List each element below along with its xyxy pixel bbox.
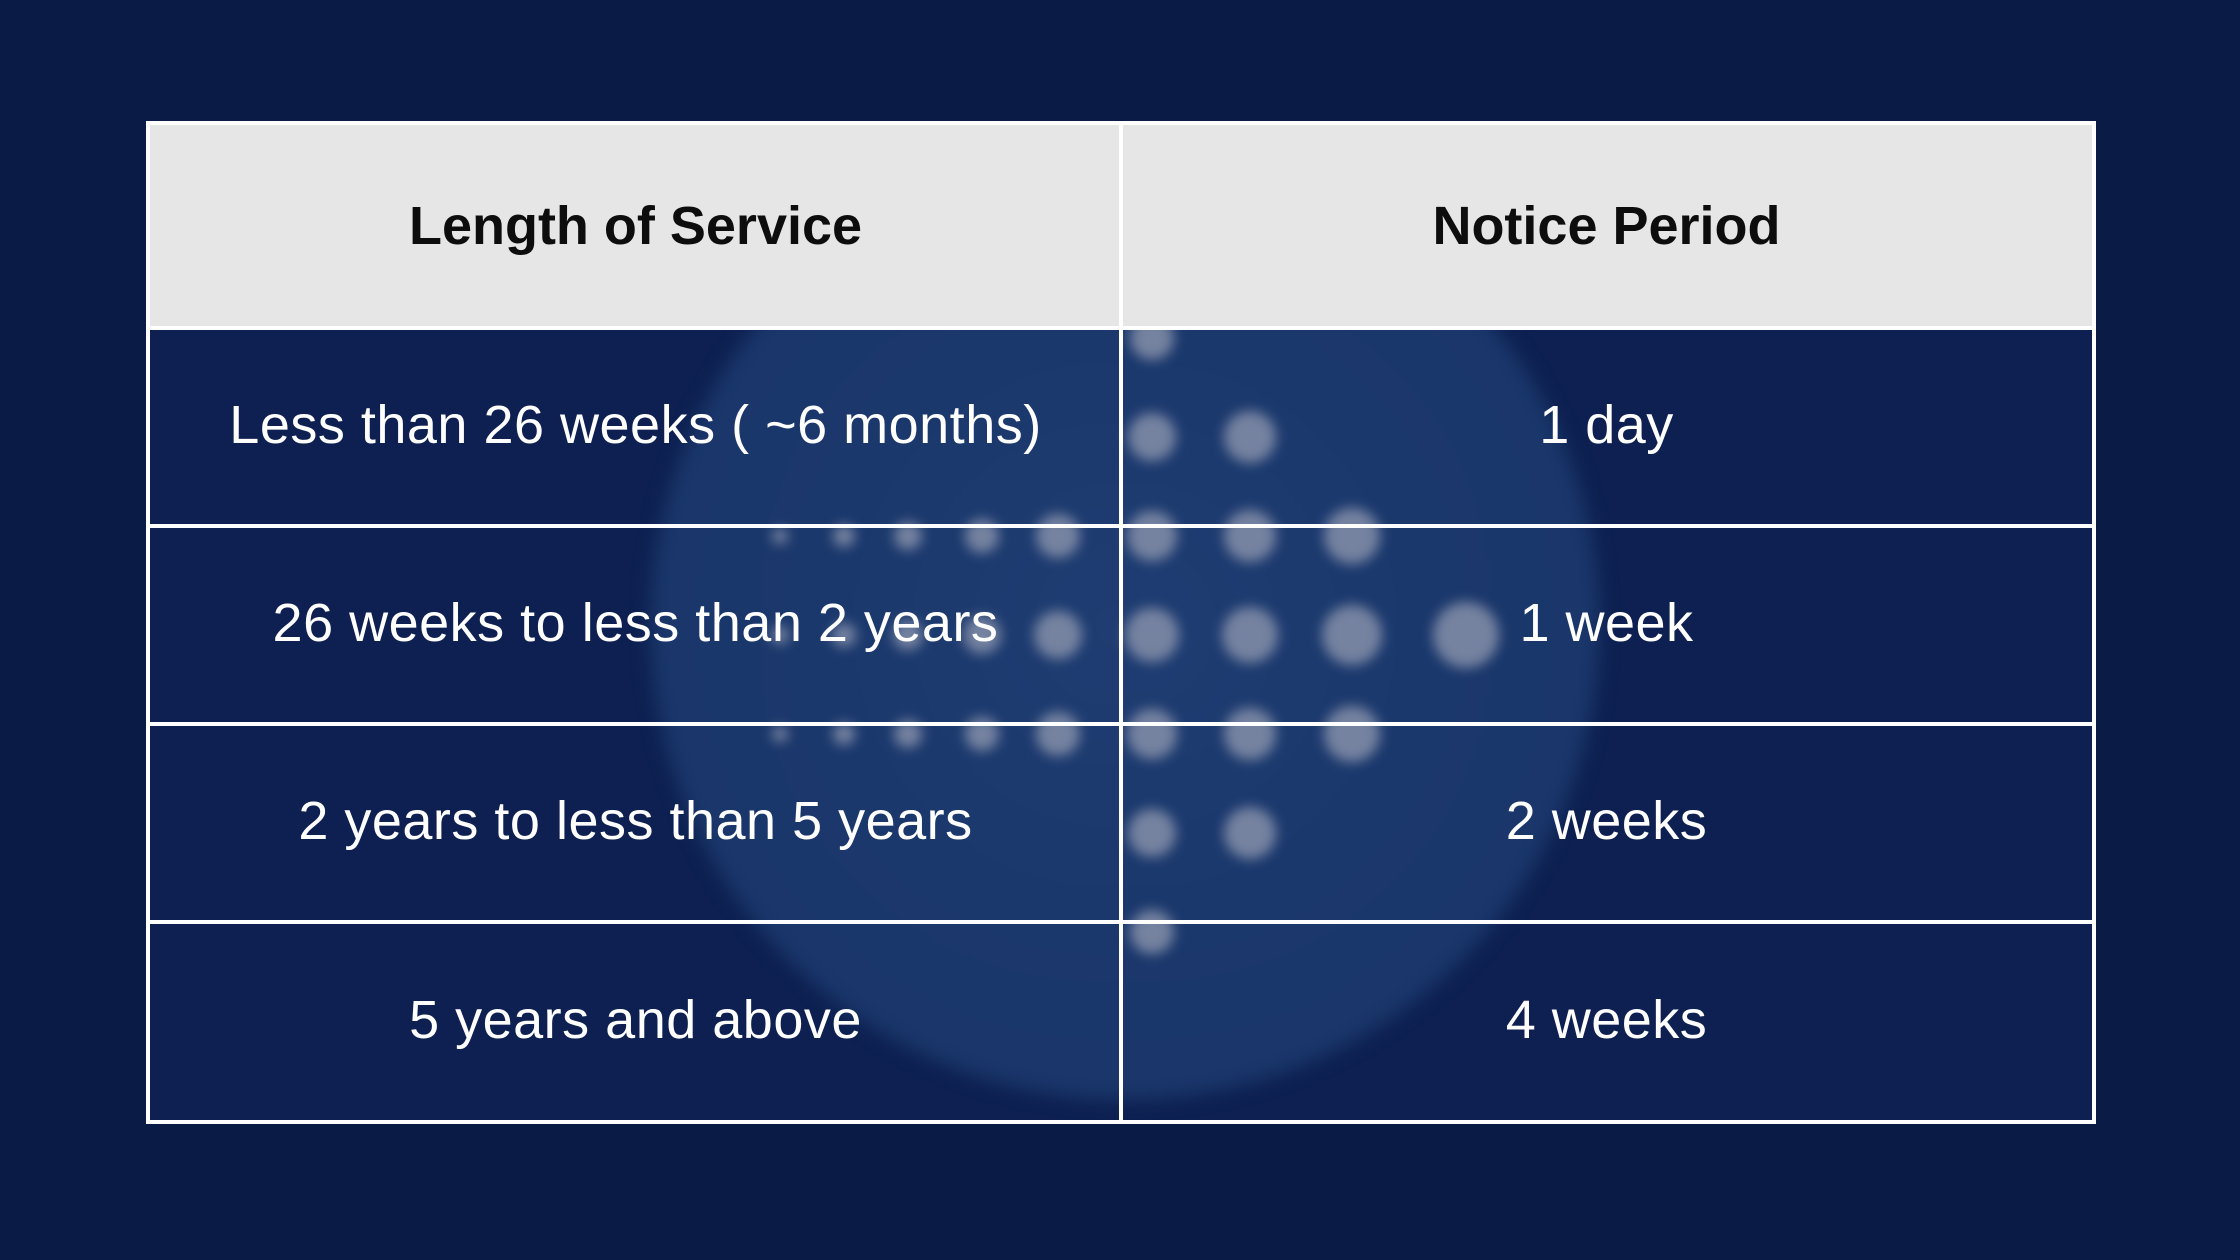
notice-period-table: Length of Service Notice Period Less tha… bbox=[146, 121, 2096, 1124]
cell-length-of-service-row4: 5 years and above bbox=[409, 990, 862, 1050]
row-divider-4 bbox=[150, 920, 2092, 924]
row-divider-3 bbox=[150, 722, 2092, 726]
column-header-notice-period: Notice Period bbox=[1121, 125, 2092, 326]
cell-length-of-service-row3: 2 years to less than 5 years bbox=[298, 791, 973, 851]
cell-length-of-service-row1: Less than 26 weeks ( ~6 months) bbox=[229, 395, 1042, 455]
cell-notice-period-row4: 4 weeks bbox=[1505, 990, 1708, 1050]
column-divider bbox=[1119, 125, 1123, 1120]
cell-notice-period-row1: 1 day bbox=[1539, 395, 1674, 455]
row-divider-2 bbox=[150, 524, 2092, 528]
column-header-length-of-service: Length of Service bbox=[150, 125, 1121, 326]
cell-notice-period-row2: 1 week bbox=[1519, 593, 1694, 653]
cell-notice-period-row3: 2 weeks bbox=[1505, 791, 1708, 851]
cell-length-of-service-row2: 26 weeks to less than 2 years bbox=[272, 593, 999, 653]
row-divider-1 bbox=[150, 326, 2092, 330]
